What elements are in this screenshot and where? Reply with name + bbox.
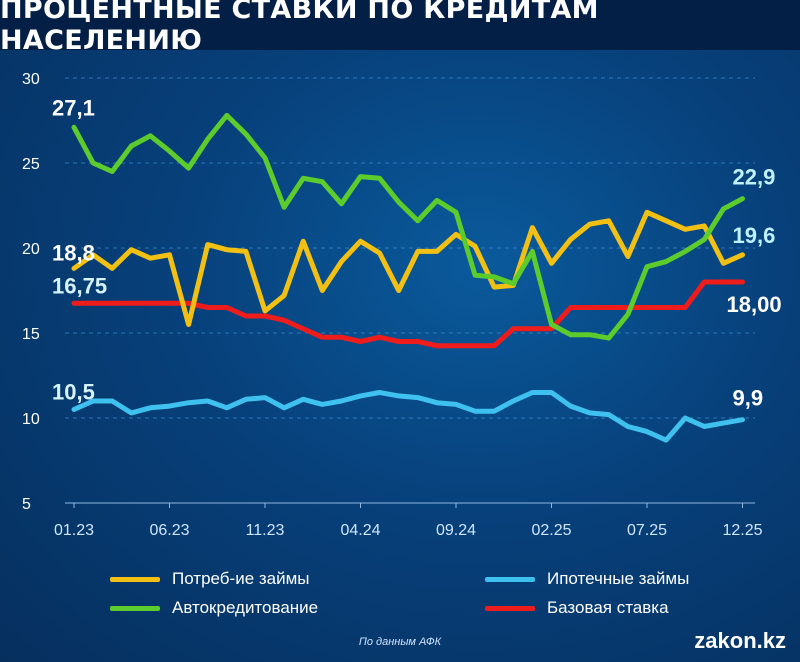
y-tick-label: 15 bbox=[22, 326, 40, 343]
legend-label: Ипотечные займы bbox=[547, 569, 690, 588]
end-value-label: 22,9 bbox=[733, 165, 776, 190]
legend-label: Автокредитование bbox=[172, 598, 319, 617]
y-tick-label: 10 bbox=[22, 411, 40, 428]
x-tick-label: 07.25 bbox=[627, 522, 667, 539]
legend-swatch bbox=[485, 605, 535, 611]
x-tick-label: 11.23 bbox=[246, 522, 285, 539]
end-value-label: 19,6 bbox=[733, 223, 776, 248]
x-tick-label: 12.25 bbox=[722, 522, 762, 539]
end-value-label: 9,9 bbox=[733, 386, 764, 411]
x-tick-label: 02.25 bbox=[531, 522, 571, 539]
brand-logo: zakon.kz bbox=[694, 628, 786, 653]
chart-title: ПРОЦЕНТНЫЕ СТАВКИ ПО КРЕДИТАМ НАСЕЛЕНИЮ bbox=[0, 0, 800, 56]
legend-label: Базовая ставка bbox=[547, 598, 669, 617]
start-value-label: 27,1 bbox=[52, 95, 95, 120]
series-line-1 bbox=[71, 112, 745, 341]
legend-item-consumer: Потреб-ие займы bbox=[110, 569, 310, 589]
legend-swatch bbox=[110, 576, 160, 582]
y-tick-label: 30 bbox=[22, 71, 40, 88]
x-tick-label: 01.23 bbox=[54, 522, 94, 539]
series-line-2 bbox=[71, 390, 745, 443]
legend-item-auto: Автокредитование bbox=[110, 598, 318, 618]
legend-item-mortgage: Ипотечные займы bbox=[485, 569, 689, 589]
legend-swatch bbox=[110, 605, 160, 611]
series-line-3 bbox=[71, 279, 745, 349]
series-line-0 bbox=[71, 209, 745, 327]
start-value-label: 16,75 bbox=[52, 273, 107, 298]
legend-item-base-rate: Базовая ставка bbox=[485, 598, 669, 618]
x-tick-label: 09.24 bbox=[436, 522, 476, 539]
x-tick-label: 04.24 bbox=[340, 522, 380, 539]
legend-label: Потреб-ие займы bbox=[172, 569, 310, 588]
y-tick-label: 20 bbox=[22, 241, 40, 258]
x-tick-label: 06.23 bbox=[149, 522, 189, 539]
start-value-label: 18,8 bbox=[52, 240, 95, 265]
y-tick-label: 5 bbox=[22, 496, 31, 513]
source-note: По данным АФК bbox=[358, 636, 442, 648]
end-value-label: 18,00 bbox=[727, 292, 782, 317]
start-value-label: 10,5 bbox=[52, 380, 95, 405]
legend-swatch bbox=[485, 576, 535, 582]
y-tick-label: 25 bbox=[22, 156, 40, 173]
